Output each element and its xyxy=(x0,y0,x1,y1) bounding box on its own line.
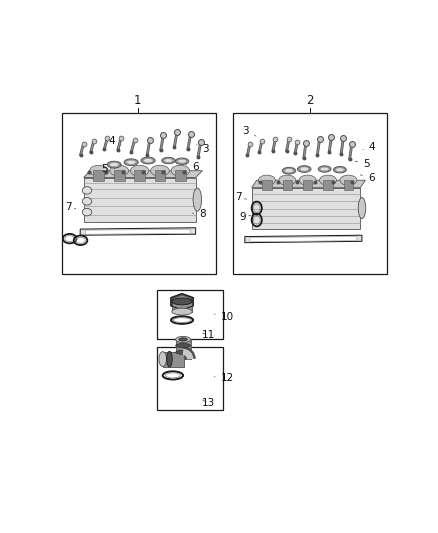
Ellipse shape xyxy=(318,166,331,172)
Bar xyxy=(176,340,191,359)
Bar xyxy=(61,113,216,274)
Ellipse shape xyxy=(159,352,166,367)
Polygon shape xyxy=(171,294,193,310)
Ellipse shape xyxy=(162,157,175,164)
Text: 5: 5 xyxy=(355,159,370,169)
Text: 9: 9 xyxy=(239,212,251,222)
Bar xyxy=(162,352,184,367)
Ellipse shape xyxy=(193,188,201,211)
Bar xyxy=(114,170,125,181)
Ellipse shape xyxy=(258,175,276,185)
Text: 4: 4 xyxy=(363,142,375,152)
Polygon shape xyxy=(84,177,196,222)
Bar xyxy=(233,113,387,274)
Ellipse shape xyxy=(178,159,187,163)
Text: 6: 6 xyxy=(360,173,374,183)
Text: 11: 11 xyxy=(202,330,215,341)
Ellipse shape xyxy=(358,198,366,219)
Ellipse shape xyxy=(110,165,129,176)
Ellipse shape xyxy=(176,343,191,348)
Ellipse shape xyxy=(130,165,149,176)
Ellipse shape xyxy=(82,187,92,194)
Ellipse shape xyxy=(300,167,309,171)
Text: 8: 8 xyxy=(192,209,206,219)
Bar xyxy=(134,170,145,181)
Ellipse shape xyxy=(143,158,153,163)
Ellipse shape xyxy=(167,351,172,367)
Polygon shape xyxy=(174,296,190,307)
Bar xyxy=(283,180,292,190)
Bar xyxy=(303,180,312,190)
Ellipse shape xyxy=(82,208,92,216)
Text: 7: 7 xyxy=(65,202,76,212)
Ellipse shape xyxy=(82,198,92,205)
Text: 4: 4 xyxy=(109,136,121,146)
Ellipse shape xyxy=(340,175,357,185)
Ellipse shape xyxy=(333,166,346,173)
Ellipse shape xyxy=(179,338,187,341)
Ellipse shape xyxy=(336,168,344,172)
Text: 12: 12 xyxy=(214,374,234,383)
Polygon shape xyxy=(251,188,360,229)
Text: 3: 3 xyxy=(243,126,256,136)
Ellipse shape xyxy=(171,165,190,176)
Ellipse shape xyxy=(127,160,136,164)
Ellipse shape xyxy=(172,298,192,305)
Polygon shape xyxy=(250,237,357,241)
Text: 3: 3 xyxy=(197,144,209,154)
Polygon shape xyxy=(84,171,202,177)
Polygon shape xyxy=(85,229,191,234)
Ellipse shape xyxy=(172,308,192,315)
Ellipse shape xyxy=(282,167,296,174)
Bar xyxy=(93,170,104,181)
Ellipse shape xyxy=(141,157,155,164)
Ellipse shape xyxy=(107,161,121,168)
Text: 13: 13 xyxy=(202,398,215,408)
Ellipse shape xyxy=(176,336,191,343)
Polygon shape xyxy=(251,180,365,188)
Text: 10: 10 xyxy=(214,312,234,322)
Ellipse shape xyxy=(297,166,311,172)
Bar xyxy=(175,170,186,181)
Text: 7: 7 xyxy=(235,192,247,202)
Text: 2: 2 xyxy=(306,94,314,107)
Bar xyxy=(344,180,353,190)
Ellipse shape xyxy=(164,159,173,163)
Polygon shape xyxy=(245,235,362,243)
Ellipse shape xyxy=(151,165,170,176)
Ellipse shape xyxy=(89,165,108,176)
Bar xyxy=(155,170,166,181)
Text: 5: 5 xyxy=(102,164,115,174)
Ellipse shape xyxy=(320,167,329,171)
Ellipse shape xyxy=(319,175,336,185)
Bar xyxy=(262,180,272,190)
Ellipse shape xyxy=(285,168,293,173)
Text: 6: 6 xyxy=(185,163,199,172)
Bar xyxy=(156,347,223,410)
Ellipse shape xyxy=(124,159,138,166)
Ellipse shape xyxy=(279,175,296,185)
Text: 1: 1 xyxy=(134,94,141,107)
Ellipse shape xyxy=(299,175,316,185)
Ellipse shape xyxy=(176,350,191,354)
Bar xyxy=(323,180,333,190)
Polygon shape xyxy=(80,228,196,235)
Ellipse shape xyxy=(110,163,119,167)
Bar xyxy=(156,289,223,339)
Ellipse shape xyxy=(175,158,189,165)
Bar xyxy=(172,302,192,312)
